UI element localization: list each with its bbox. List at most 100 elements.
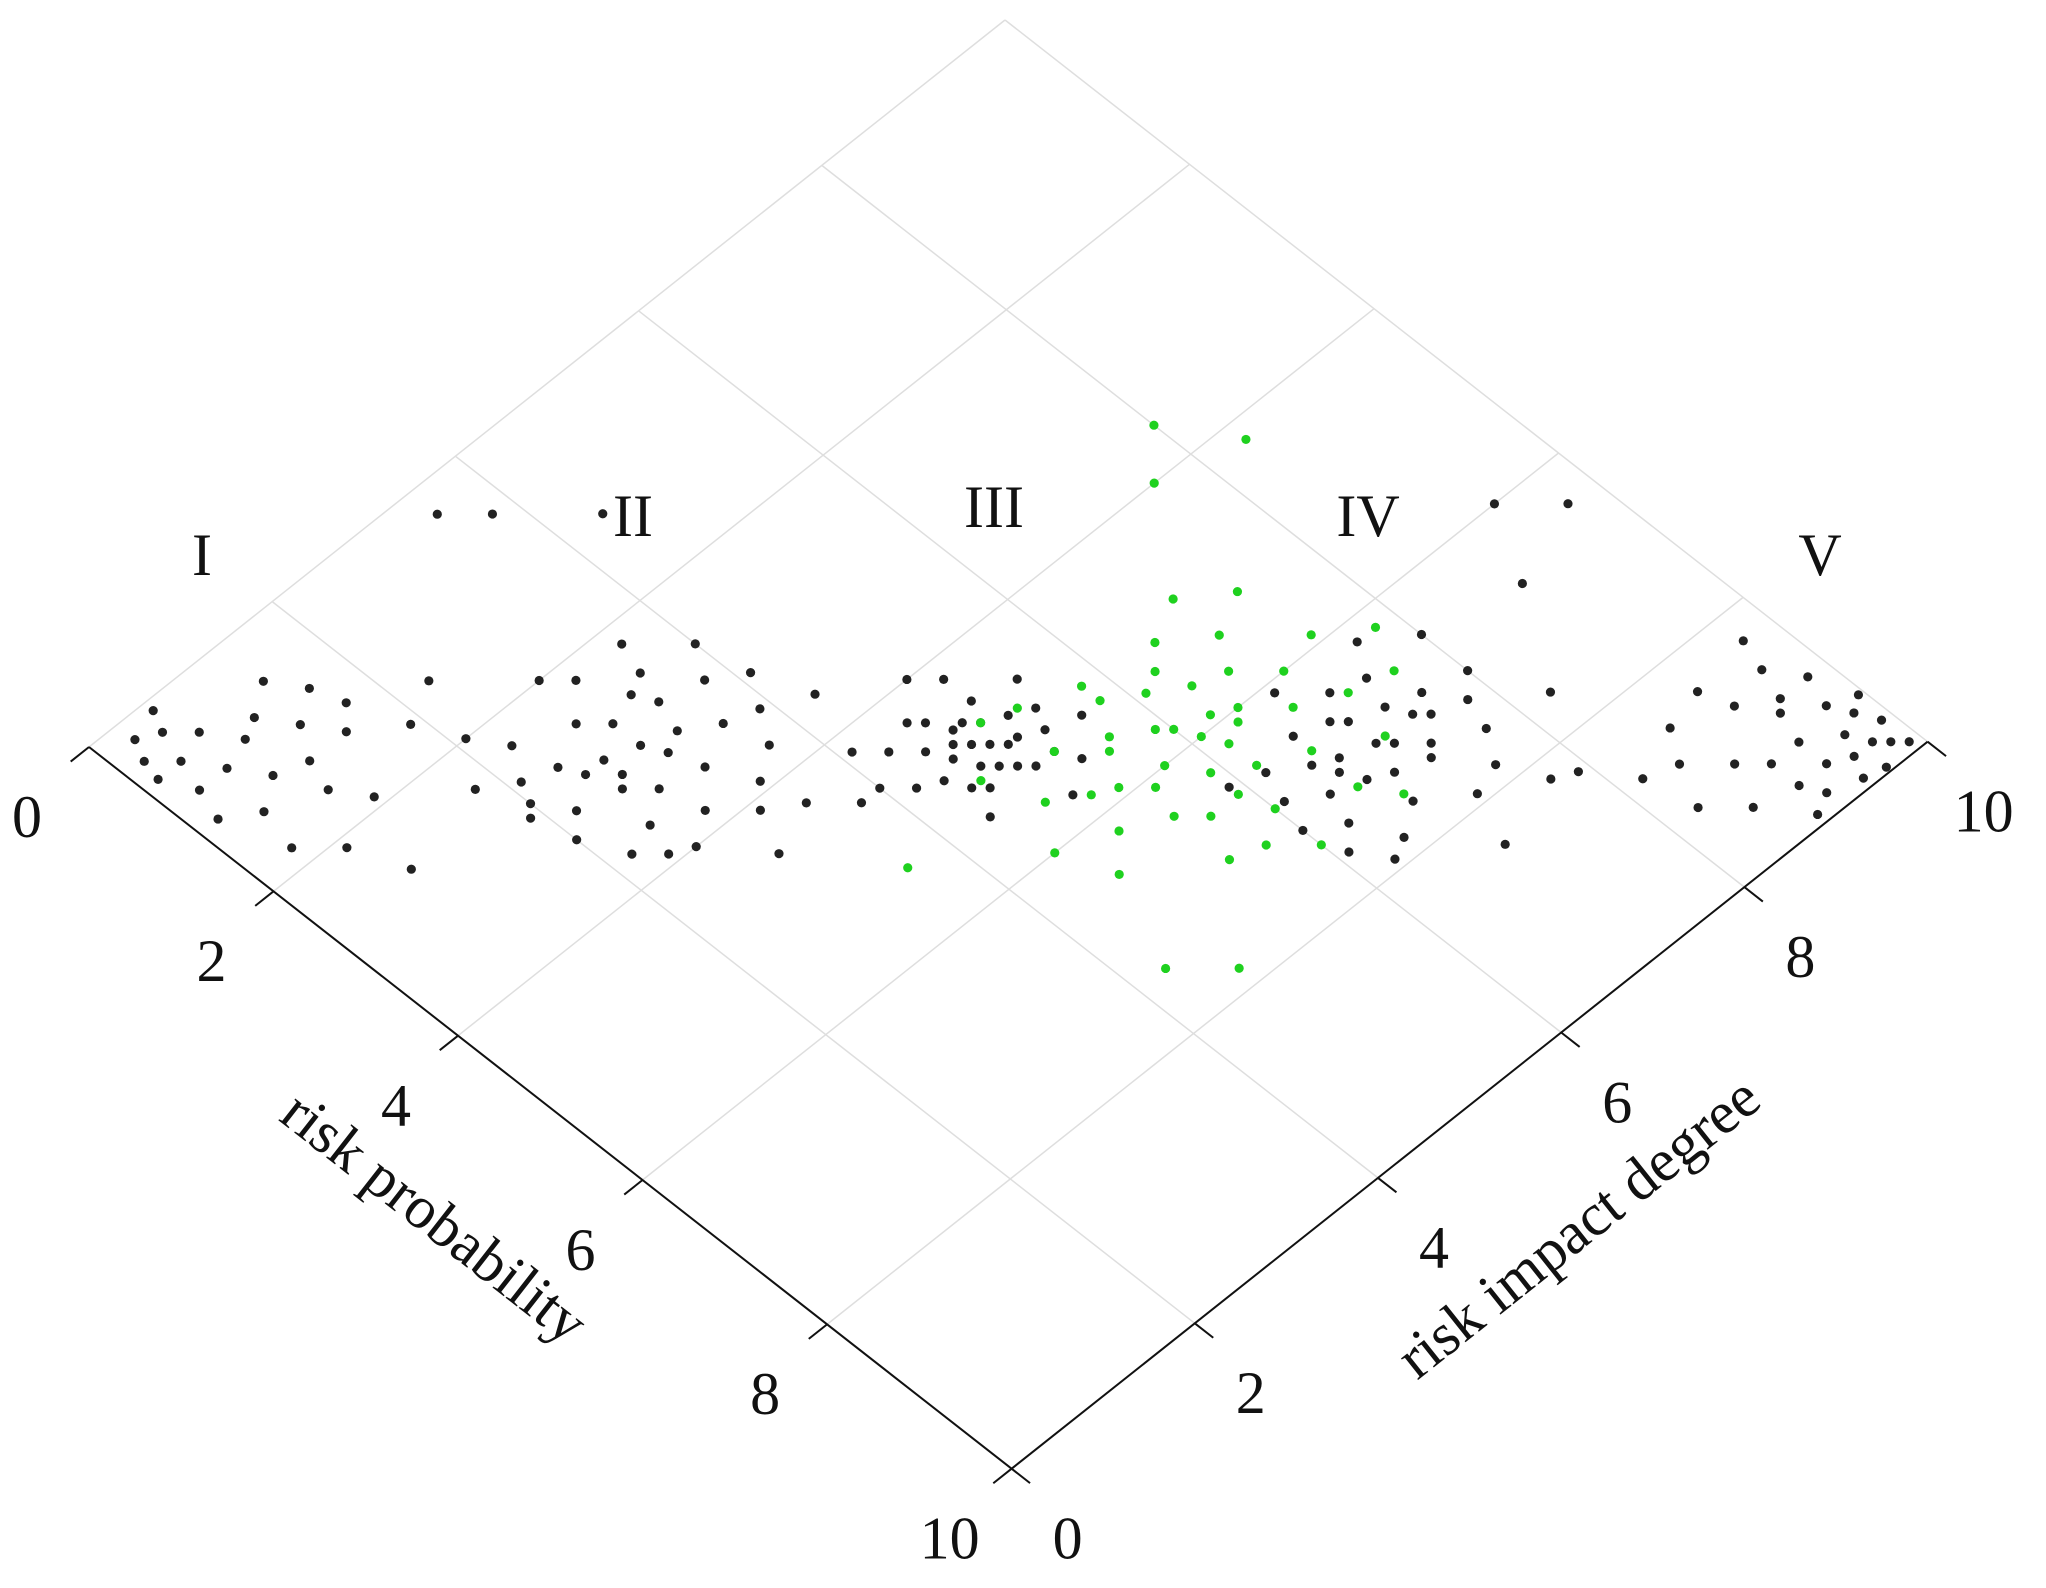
point bbox=[1380, 731, 1390, 741]
point bbox=[258, 676, 268, 686]
point bbox=[249, 712, 259, 723]
point bbox=[1288, 731, 1298, 741]
point bbox=[1234, 963, 1244, 973]
point bbox=[691, 842, 701, 852]
point bbox=[1150, 782, 1161, 792]
point bbox=[424, 676, 434, 686]
point bbox=[580, 769, 591, 780]
point bbox=[1233, 702, 1243, 713]
axes bbox=[70, 740, 1947, 1485]
point bbox=[617, 784, 627, 794]
point bbox=[755, 805, 765, 815]
point bbox=[295, 720, 305, 730]
point bbox=[1224, 782, 1234, 792]
grid-line bbox=[1004, 19, 1929, 743]
point bbox=[1214, 630, 1224, 640]
point bbox=[1417, 687, 1427, 698]
point bbox=[1361, 673, 1372, 683]
point bbox=[1344, 818, 1354, 828]
point bbox=[516, 777, 526, 787]
y-tick-label: 4 bbox=[381, 1072, 411, 1138]
point bbox=[1517, 578, 1527, 589]
point bbox=[1849, 751, 1859, 761]
grid-line bbox=[88, 19, 1006, 748]
point bbox=[1224, 855, 1235, 865]
point bbox=[1775, 694, 1785, 704]
point bbox=[1426, 738, 1436, 748]
point bbox=[755, 776, 765, 786]
point bbox=[1766, 759, 1777, 769]
point bbox=[764, 740, 774, 750]
point bbox=[920, 718, 931, 728]
point bbox=[1104, 732, 1114, 742]
point bbox=[1150, 637, 1160, 648]
point bbox=[700, 675, 710, 685]
x-axis-line bbox=[1010, 740, 1929, 1470]
point bbox=[1114, 826, 1124, 836]
x-tick bbox=[1926, 740, 1947, 757]
annotation: V bbox=[1798, 522, 1841, 588]
point bbox=[1849, 708, 1859, 718]
y-tick bbox=[623, 1179, 644, 1196]
point bbox=[1822, 788, 1832, 798]
point bbox=[976, 718, 986, 728]
point bbox=[902, 674, 912, 685]
x-tick bbox=[1377, 1177, 1398, 1194]
point bbox=[1095, 696, 1105, 706]
point bbox=[1813, 809, 1823, 820]
point bbox=[1003, 710, 1013, 720]
point bbox=[1344, 847, 1354, 857]
point bbox=[1224, 666, 1234, 676]
point bbox=[902, 718, 912, 728]
point bbox=[627, 849, 637, 859]
point bbox=[1232, 586, 1243, 597]
point bbox=[1840, 730, 1850, 740]
point bbox=[1068, 790, 1078, 800]
point bbox=[432, 509, 442, 519]
point bbox=[571, 806, 582, 816]
point bbox=[1500, 839, 1510, 849]
x-tick-label: 0 bbox=[1053, 1505, 1083, 1571]
point bbox=[1279, 666, 1289, 676]
point bbox=[571, 675, 581, 686]
point bbox=[1261, 840, 1271, 850]
point bbox=[1334, 767, 1344, 777]
point bbox=[1638, 774, 1648, 784]
point bbox=[369, 792, 379, 802]
point bbox=[1325, 789, 1335, 799]
x-tick bbox=[1194, 1322, 1214, 1339]
point bbox=[1076, 681, 1087, 691]
point bbox=[1086, 790, 1096, 800]
point bbox=[1298, 825, 1308, 836]
point bbox=[967, 783, 977, 793]
point bbox=[268, 770, 278, 781]
point bbox=[1279, 796, 1289, 807]
point bbox=[1196, 731, 1206, 742]
x-tick bbox=[1010, 1467, 1031, 1484]
y-tick-label: 0 bbox=[12, 784, 42, 850]
point bbox=[1031, 761, 1041, 771]
point bbox=[176, 756, 186, 766]
point bbox=[487, 509, 498, 519]
point bbox=[875, 783, 885, 793]
point bbox=[1150, 666, 1160, 677]
point bbox=[903, 863, 913, 873]
point bbox=[1352, 637, 1362, 647]
point bbox=[1012, 703, 1022, 713]
point bbox=[1881, 762, 1891, 772]
point bbox=[213, 814, 223, 824]
point bbox=[1104, 746, 1115, 756]
point bbox=[948, 725, 958, 735]
point bbox=[1399, 789, 1409, 799]
annotation: II bbox=[613, 483, 653, 549]
point bbox=[1343, 717, 1353, 727]
point bbox=[1161, 963, 1171, 974]
point bbox=[654, 784, 664, 794]
point bbox=[985, 739, 995, 750]
point bbox=[1343, 688, 1353, 698]
point bbox=[1114, 782, 1124, 793]
point bbox=[1149, 420, 1159, 430]
point bbox=[801, 798, 811, 808]
point bbox=[672, 726, 682, 736]
point bbox=[194, 785, 205, 795]
